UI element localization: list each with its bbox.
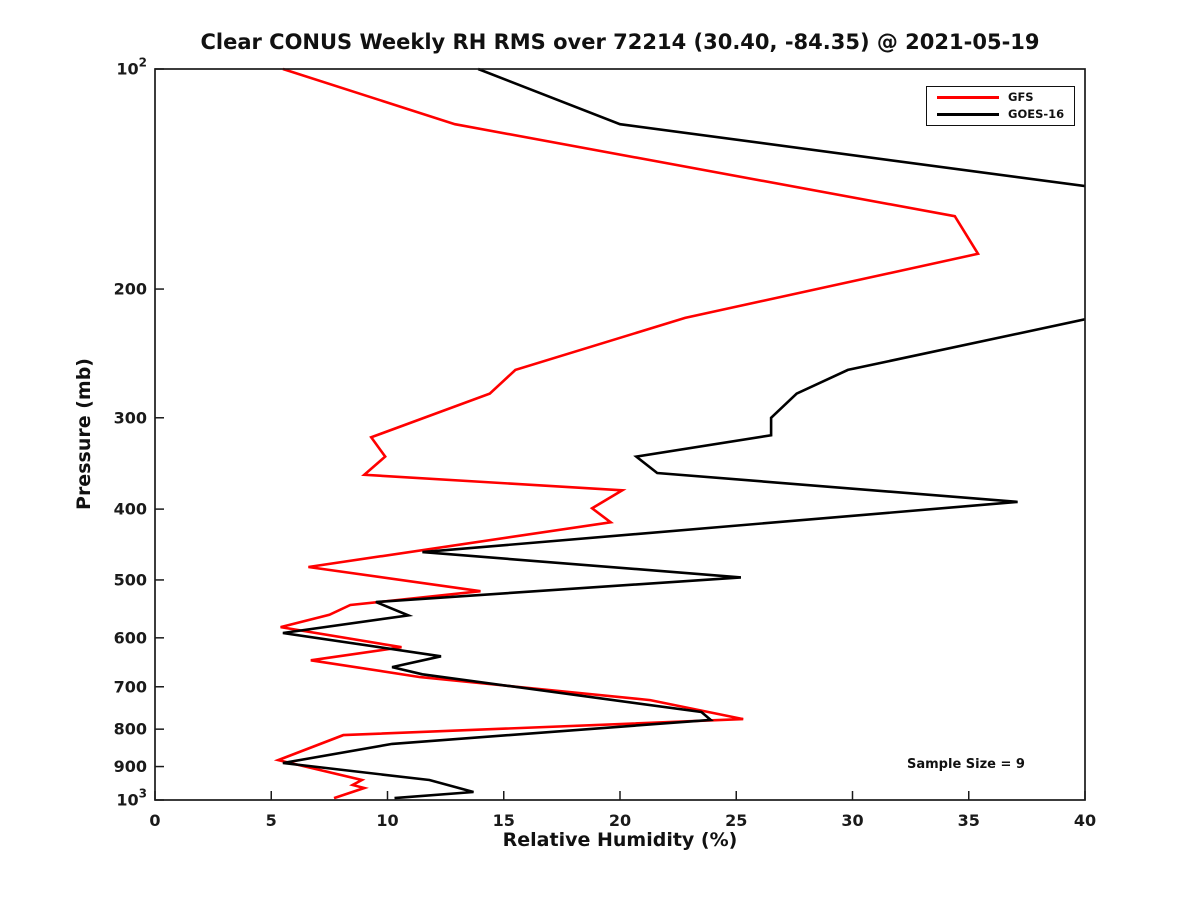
- y-tick-label: 600: [114, 628, 147, 647]
- legend-item-goes-16: GOES-16: [937, 106, 1065, 121]
- legend-line-swatch: [937, 112, 999, 116]
- x-tick-label: 35: [958, 811, 980, 830]
- y-axis-label: Pressure (mb): [73, 358, 95, 510]
- x-axis-label: Relative Humidity (%): [502, 829, 738, 851]
- y-tick-label: 900: [114, 757, 147, 776]
- legend-label: GOES-16: [1008, 106, 1065, 121]
- y-tick-label: 700: [114, 677, 147, 696]
- x-tick-label: 10: [376, 811, 398, 830]
- x-tick-label: 40: [1074, 811, 1096, 830]
- y-tick-label: 800: [114, 720, 147, 739]
- y-tick-label: 102: [116, 56, 147, 79]
- legend-item-gfs: GFS: [937, 90, 1064, 104]
- x-tick-label: 30: [841, 811, 863, 830]
- goes-16-line: [282, 67, 1085, 800]
- y-tick-label: 103: [116, 787, 147, 810]
- legend-line-swatch: [937, 96, 999, 100]
- x-tick-label: 25: [725, 811, 747, 830]
- y-tick-label: 200: [114, 280, 147, 299]
- legend-label: GFS: [1008, 90, 1034, 104]
- gfs-line: [273, 67, 981, 800]
- x-tick-label: 5: [266, 811, 277, 830]
- y-tick-label: 400: [114, 500, 147, 519]
- sample-size-annotation: Sample Size = 9: [907, 757, 1025, 772]
- plot-border: [154, 68, 1086, 801]
- x-tick-label: 0: [149, 811, 160, 830]
- legend: GFS GOES-16: [926, 86, 1076, 126]
- x-tick-label: 20: [609, 811, 631, 830]
- y-tick-label: 300: [114, 408, 147, 427]
- y-tick-label: 500: [114, 570, 147, 589]
- x-tick-label: 15: [493, 811, 515, 830]
- chart-title: Clear CONUS Weekly RH RMS over 72214 (30…: [200, 30, 1040, 54]
